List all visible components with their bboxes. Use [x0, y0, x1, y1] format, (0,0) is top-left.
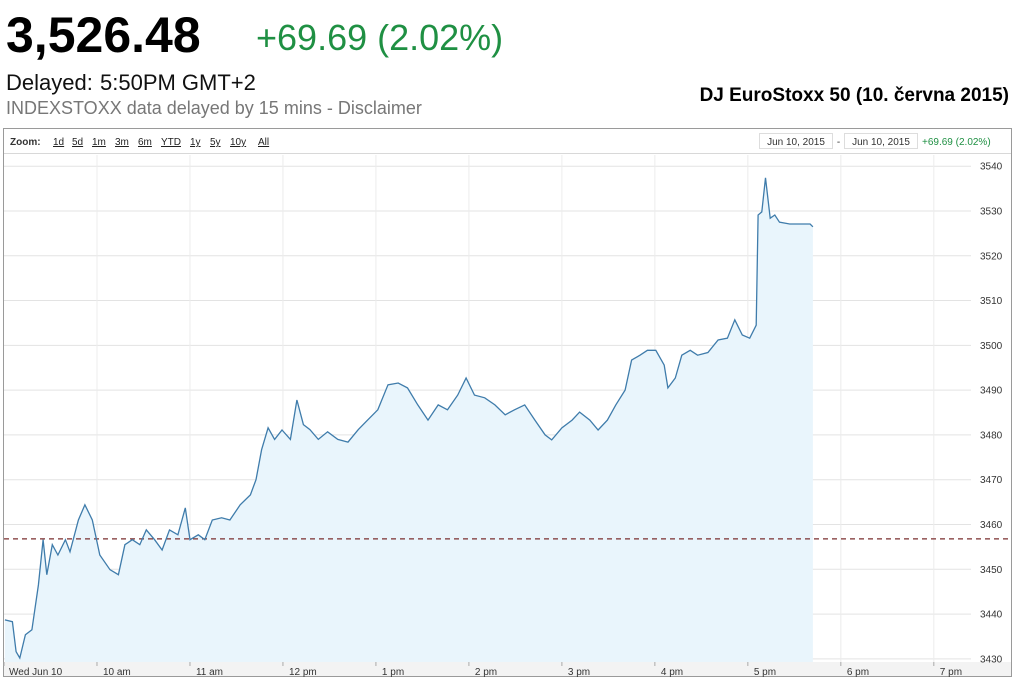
x-axis-strip [4, 662, 1011, 676]
zoom-option[interactable]: 10y [230, 137, 246, 148]
y-tick-label: 3490 [980, 386, 1003, 397]
x-tick-label: 10 am [103, 667, 131, 678]
x-tick-label: 5 pm [754, 667, 776, 678]
y-tick-label: 3460 [980, 520, 1003, 531]
zoom-option[interactable]: 3m [115, 137, 129, 148]
x-tick-label: 2 pm [475, 667, 497, 678]
range-from-box[interactable] [759, 133, 833, 149]
zoom-option[interactable]: 6m [138, 137, 152, 148]
y-tick-label: 3450 [980, 565, 1003, 576]
x-tick-label: 12 pm [289, 667, 317, 678]
zoom-label: Zoom: [10, 137, 41, 148]
y-tick-label: 3500 [980, 341, 1003, 352]
delayed-label: Delayed: [6, 70, 93, 95]
range-change: +69.69 (2.02%) [922, 137, 991, 148]
zoom-option[interactable]: All [258, 137, 269, 148]
x-tick-label: 3 pm [568, 667, 590, 678]
range-to[interactable]: Jun 10, 2015 [852, 137, 910, 148]
x-tick-label: 1 pm [382, 667, 404, 678]
x-tick-label: Wed Jun 10 [9, 667, 63, 678]
zoom-option[interactable]: YTD [161, 137, 181, 148]
range-separator: - [837, 137, 840, 148]
range-to-box[interactable] [844, 133, 918, 149]
source-note: INDEXSTOXX data delayed by 15 mins - Dis… [6, 98, 422, 118]
zoom-option[interactable]: 1y [190, 137, 201, 148]
line [4, 177, 814, 660]
area [4, 177, 813, 663]
y-tick-label: 3470 [980, 475, 1003, 486]
x-tick-label: 7 pm [940, 667, 962, 678]
y-tick-label: 3440 [980, 610, 1003, 621]
range-from[interactable]: Jun 10, 2015 [767, 137, 825, 148]
y-tick-label: 3430 [980, 654, 1003, 665]
y-tick-label: 3540 [980, 162, 1003, 173]
delayed-time: 5:50PM GMT+2 [100, 70, 256, 95]
price: 3,526.48 [6, 7, 201, 63]
y-tick-label: 3480 [980, 430, 1003, 441]
price-change: +69.69 (2.02%) [256, 17, 503, 58]
zoom-option[interactable]: 5d [72, 137, 83, 148]
zoom-option[interactable]: 5y [210, 137, 221, 148]
y-tick-label: 3530 [980, 206, 1003, 217]
y-tick-label: 3520 [980, 251, 1003, 262]
y-tick-label: 3510 [980, 296, 1003, 307]
chart-title: DJ EuroStoxx 50 (10. června 2015) [700, 85, 1009, 106]
x-tick-label: 11 am [196, 667, 223, 678]
zoom-option[interactable]: 1d [53, 137, 64, 148]
zoom-option[interactable]: 1m [92, 137, 106, 148]
x-tick-label: 6 pm [847, 667, 869, 678]
x-tick-label: 4 pm [661, 667, 683, 678]
